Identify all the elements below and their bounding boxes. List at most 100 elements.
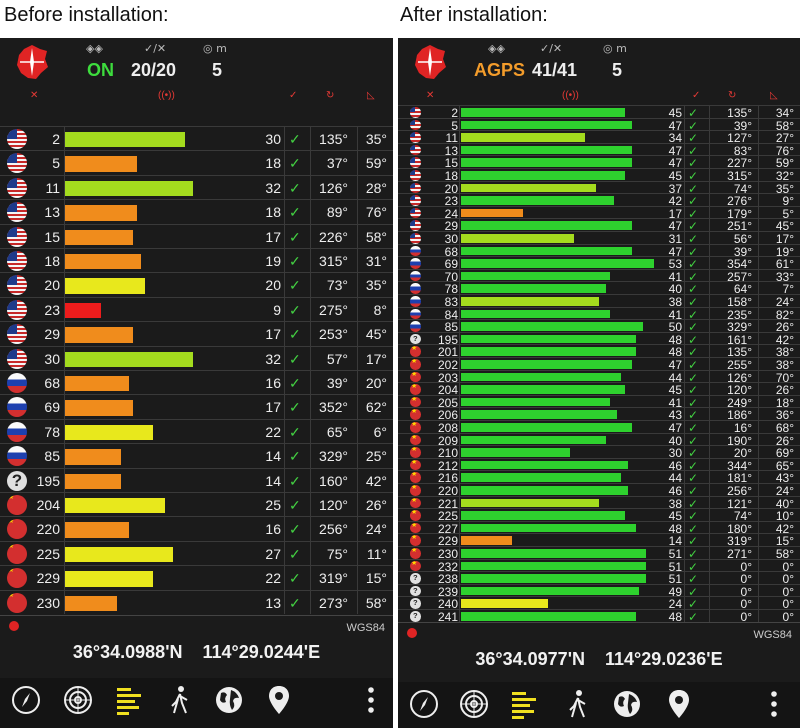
satellite-row: 2 30 ✓ 135° 35° bbox=[0, 126, 393, 151]
elevation-value: 27° bbox=[775, 131, 794, 146]
column-divider bbox=[310, 126, 311, 614]
elevation-value: 15° bbox=[365, 570, 387, 587]
more-vert-icon[interactable] bbox=[758, 688, 790, 720]
satellite-row: 30 31 ✓ 56° 17° bbox=[398, 231, 800, 246]
azimuth-value: 120° bbox=[727, 383, 752, 398]
signal-bar bbox=[65, 302, 101, 319]
signal-bar bbox=[65, 132, 185, 148]
azimuth-value: 352° bbox=[319, 399, 348, 416]
azimuth-value: 180° bbox=[727, 521, 752, 536]
satellite-id: 241 bbox=[437, 610, 458, 624]
satellite-id: 20 bbox=[444, 181, 458, 196]
radar-icon[interactable] bbox=[458, 688, 490, 720]
used-check-icon: ✓ bbox=[289, 497, 301, 513]
signal-bar bbox=[461, 133, 585, 142]
snr-value: 24 bbox=[668, 597, 682, 612]
flag-us-icon bbox=[7, 348, 27, 369]
flag-us-icon bbox=[7, 177, 27, 198]
signal-bar bbox=[461, 435, 606, 445]
signal-bar bbox=[461, 460, 628, 470]
elevation-value: 69° bbox=[775, 446, 794, 461]
satellite-row: 78 40 ✓ 64° 7° bbox=[398, 281, 800, 297]
compass-icon[interactable] bbox=[408, 688, 440, 720]
satellite-row: 205 41 ✓ 249° 18° bbox=[398, 394, 800, 410]
satellite-row: 210 30 ✓ 20° 69° bbox=[398, 445, 800, 461]
globe-icon[interactable] bbox=[611, 688, 643, 720]
signal-bar bbox=[461, 599, 548, 608]
compass-icon[interactable] bbox=[10, 684, 42, 716]
datum-label: WGS84 bbox=[753, 629, 792, 641]
location-pin-icon[interactable] bbox=[263, 684, 295, 716]
azimuth-value: 135° bbox=[319, 131, 348, 147]
satellite-row: 225 27 ✓ 75° 11° bbox=[0, 540, 393, 566]
elevation-value: 5° bbox=[782, 206, 794, 221]
satellite-column-icon: ✕ bbox=[30, 90, 39, 101]
azimuth-value: 158° bbox=[727, 295, 752, 309]
snr-value: 14 bbox=[265, 448, 281, 465]
azimuth-value: 74° bbox=[733, 509, 752, 524]
elevation-value: 15° bbox=[775, 534, 794, 549]
walk-icon[interactable] bbox=[163, 684, 195, 716]
signal-bar bbox=[461, 309, 610, 319]
flag-ru-icon bbox=[410, 321, 421, 332]
satellite-id: 220 bbox=[36, 521, 60, 538]
satellite-id: 229 bbox=[437, 534, 458, 549]
azimuth-value: 257° bbox=[727, 269, 752, 284]
signal-bar bbox=[461, 536, 512, 545]
globe-icon[interactable] bbox=[213, 684, 245, 716]
flag-cn-icon bbox=[410, 422, 421, 433]
walk-icon[interactable] bbox=[561, 688, 593, 720]
satellite-row: 227 48 ✓ 180° 42° bbox=[398, 520, 800, 536]
used-check-icon: ✓ bbox=[688, 471, 699, 486]
signal-bar bbox=[461, 297, 599, 306]
flag-ru-icon bbox=[7, 373, 27, 393]
satellite-row: 69 53 ✓ 354° 61° bbox=[398, 256, 800, 271]
elevation-value: 18° bbox=[775, 395, 794, 410]
flag-cn-icon bbox=[410, 434, 421, 446]
used-check-icon: ✓ bbox=[688, 232, 699, 246]
used-check-icon: ✓ bbox=[688, 610, 699, 624]
snr-value: 40 bbox=[668, 433, 682, 448]
satellite-row: 20 37 ✓ 74° 35° bbox=[398, 180, 800, 196]
snr-value: 47 bbox=[668, 421, 682, 435]
satellite-id: 195 bbox=[437, 332, 458, 347]
satellite-row: ? 240 24 ✓ 0° 0° bbox=[398, 596, 800, 612]
more-vert-icon[interactable] bbox=[355, 684, 387, 716]
satellite-id: 5 bbox=[451, 118, 458, 133]
status-indicator: ON bbox=[87, 60, 114, 80]
satellite-id: 210 bbox=[437, 446, 458, 461]
satellite-id: 220 bbox=[437, 484, 458, 498]
azimuth-value: 135° bbox=[727, 106, 752, 120]
flag-us-icon bbox=[7, 153, 27, 174]
snr-value: 44 bbox=[668, 471, 682, 486]
azimuth-value: 120° bbox=[319, 497, 348, 513]
azimuth-value: 273° bbox=[319, 594, 348, 611]
longitude: 114°29.0244'E bbox=[202, 642, 321, 662]
azimuth-value: 235° bbox=[727, 307, 752, 322]
azimuth-value: 275° bbox=[319, 301, 348, 318]
location-pin-icon[interactable] bbox=[663, 688, 695, 720]
signal-bar bbox=[461, 498, 599, 508]
radar-icon[interactable] bbox=[62, 684, 94, 716]
elevation-value: 32° bbox=[775, 169, 794, 183]
snr-value: 41 bbox=[668, 395, 682, 410]
snr-value: 46 bbox=[668, 458, 682, 473]
snr-value: 47 bbox=[668, 118, 682, 133]
elevation-value: 7° bbox=[782, 282, 794, 297]
signal-bar bbox=[65, 400, 133, 416]
azimuth-value: 126° bbox=[727, 370, 752, 385]
used-check-icon: ✓ bbox=[289, 570, 301, 587]
satellite-id: 204 bbox=[437, 383, 458, 398]
used-check-icon: ✓ bbox=[688, 534, 699, 549]
snr-value: 13 bbox=[265, 594, 281, 611]
signal-bar bbox=[461, 372, 621, 382]
elevation-value: 38° bbox=[775, 358, 794, 372]
signal-bars-icon[interactable] bbox=[508, 688, 540, 720]
signal-bars-icon[interactable] bbox=[113, 684, 145, 716]
flag-cn-icon bbox=[7, 568, 27, 589]
azimuth-value: 271° bbox=[727, 547, 752, 561]
elevation-value: 58° bbox=[775, 118, 794, 133]
satellite-row: ? 195 48 ✓ 161° 42° bbox=[398, 331, 800, 347]
used-check-icon: ✓ bbox=[289, 277, 301, 294]
snr-value: 47 bbox=[668, 143, 682, 158]
